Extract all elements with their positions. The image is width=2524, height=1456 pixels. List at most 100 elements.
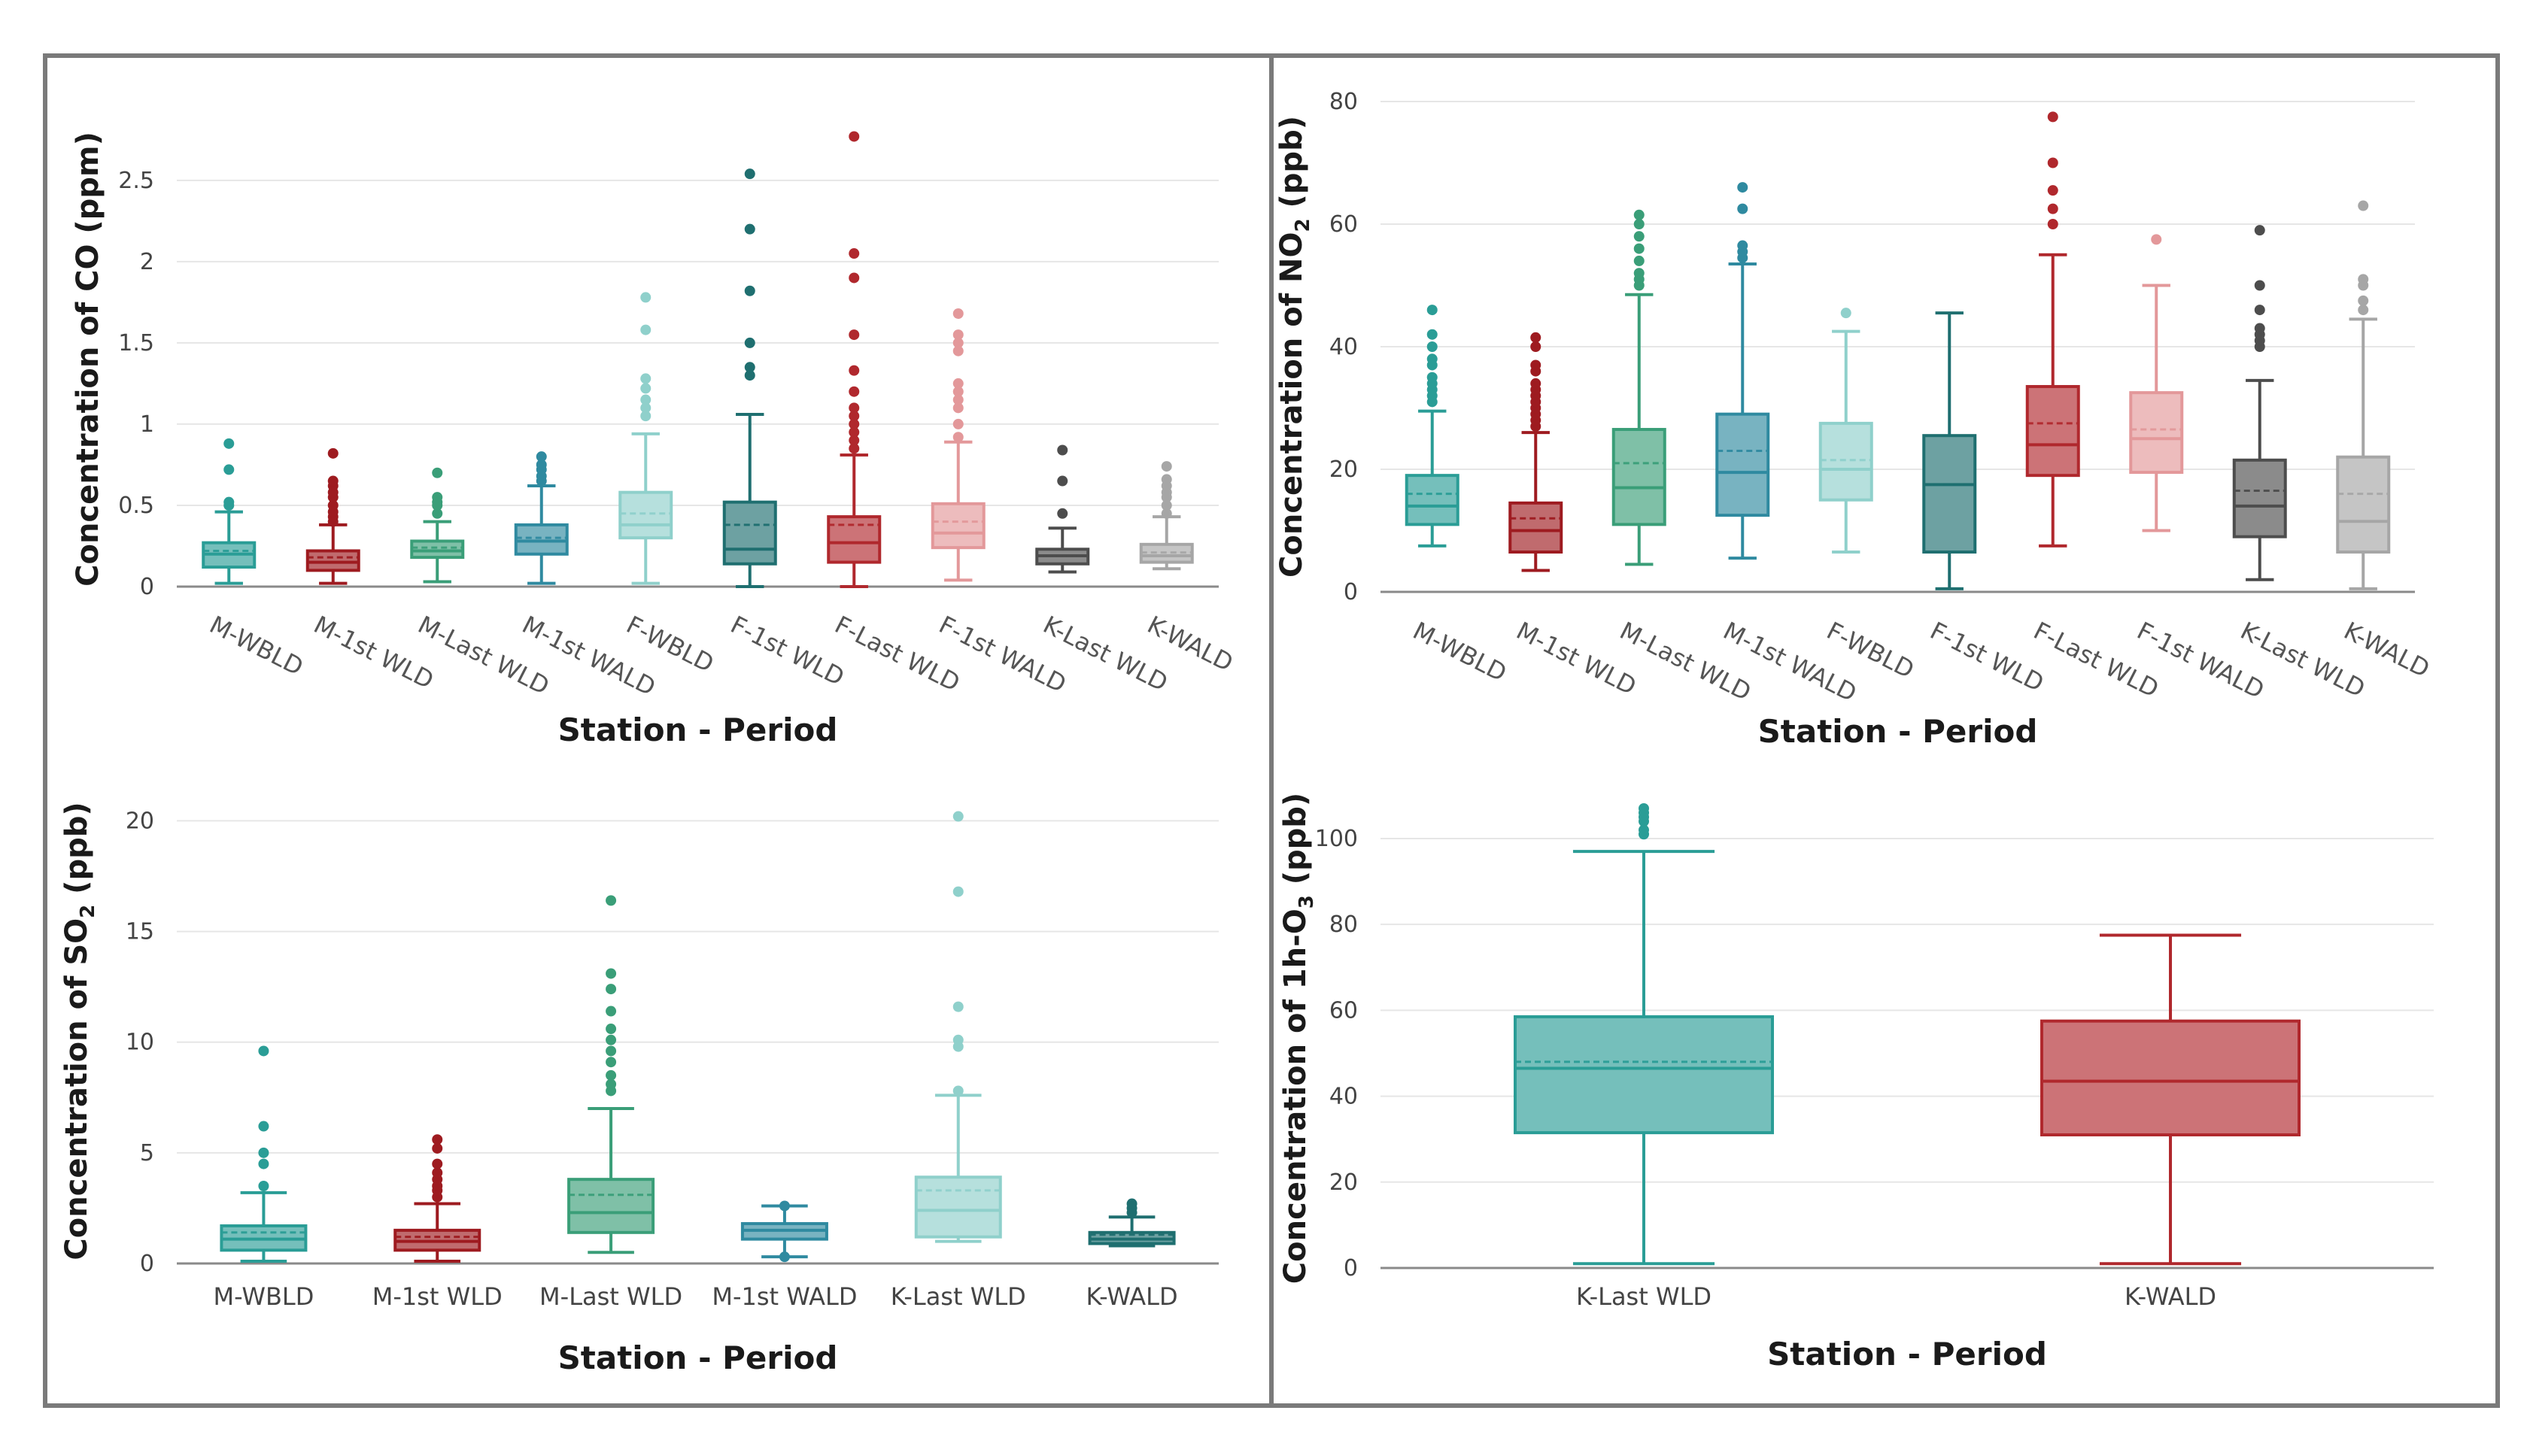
outlier-point	[1530, 378, 1541, 389]
outlier-point	[952, 1085, 964, 1097]
outlier-point	[1633, 209, 1645, 220]
outlier-point	[258, 1045, 269, 1057]
outlier-point	[1633, 219, 1645, 229]
iqr-box	[514, 523, 569, 556]
outlier-point	[2358, 200, 2369, 211]
outlier-point	[1633, 268, 1645, 279]
iqr-box	[2025, 384, 2080, 478]
o3-xtick-label: K-Last WLD	[1576, 1282, 1712, 1311]
co-box-8	[1035, 444, 1090, 574]
outlier-point	[606, 1069, 617, 1081]
so2-ytick-label: 15	[126, 919, 154, 945]
iqr-box	[1818, 421, 1873, 502]
outlier-point	[849, 426, 860, 438]
no2-ytick-label: 60	[1329, 211, 1358, 238]
co-y-axis-title: Concentration of CO (ppm)	[71, 132, 105, 587]
o3-y-title-subscript: 3	[1295, 895, 1318, 908]
co-box-1	[305, 447, 360, 585]
so2-xtick-label: K-WALD	[1086, 1282, 1178, 1311]
outlier-point	[1737, 203, 1748, 214]
outlier-point	[2047, 219, 2058, 229]
co-xtick-label: F-1st WLD	[726, 610, 849, 691]
outlier-point	[1840, 308, 1851, 319]
so2-xtick-label: M-WBLD	[213, 1282, 314, 1311]
outlier-point	[2151, 234, 2162, 245]
no2-x-axis-title: Station - Period	[1758, 713, 2038, 750]
outlier-point	[1426, 372, 1438, 383]
outlier-point	[952, 345, 964, 356]
o3-ytick-label: 60	[1329, 997, 1358, 1024]
co-ytick-label: 1.5	[118, 330, 154, 356]
outlier-point	[1161, 499, 1172, 511]
o3-chart: 0 20 40 60 80 100 K-Last WLD K-WALD Station - Pe…	[1278, 793, 2434, 1373]
outlier-point	[952, 378, 964, 389]
o3-y-axis-title: Concentration of 1h-O3 (ppb)	[1278, 793, 1318, 1284]
outlier-point	[640, 402, 652, 414]
outlier-point	[952, 1034, 964, 1045]
outlier-point	[432, 492, 443, 503]
outlier-point	[2047, 157, 2058, 168]
outlier-point	[849, 131, 860, 142]
outlier-point	[432, 1134, 443, 1145]
so2-ytick-label: 0	[140, 1251, 154, 1277]
o3-y-title-unit: (ppb)	[1278, 793, 1313, 895]
outlier-point	[849, 411, 860, 422]
iqr-box	[2040, 1019, 2301, 1136]
no2-box-2	[1611, 209, 1666, 566]
outlier-point	[1633, 243, 1645, 254]
outlier-point	[952, 329, 964, 341]
o3-ytick-label: 80	[1329, 912, 1358, 938]
outlier-point	[327, 447, 339, 459]
outlier-point	[606, 968, 617, 979]
outlier-point	[2254, 280, 2265, 291]
outlier-point	[536, 451, 547, 463]
co-xtick-label: M-WBLD	[205, 610, 308, 681]
outlier-point	[1057, 475, 1068, 487]
so2-y-title-main: Concentration of SO	[59, 918, 94, 1260]
o3-ytick-label: 100	[1315, 826, 1358, 852]
panel-borders	[43, 53, 2500, 1408]
co-ytick-label: 0	[140, 574, 154, 600]
co-xtick-label: M-1st WLD	[309, 610, 438, 694]
outlier-point	[952, 386, 964, 397]
co-gridlines	[177, 179, 1219, 506]
so2-y-axis-title: Concentration of SO2 (ppb)	[59, 802, 99, 1260]
no2-box-9	[2336, 200, 2391, 590]
so2-xtick-label: M-1st WALD	[712, 1282, 857, 1311]
outlier-point	[1126, 1198, 1137, 1209]
outlier-point	[744, 223, 755, 235]
outlier-point	[849, 365, 860, 376]
outlier-point	[1426, 329, 1438, 340]
outlier-point	[2254, 225, 2265, 236]
outlier-point	[952, 402, 964, 414]
so2-y-title-unit: (ppb)	[59, 802, 94, 904]
iqr-box	[2232, 458, 2287, 538]
iqr-box	[931, 502, 986, 550]
co-box-2	[410, 467, 465, 584]
so2-x-axis-title: Station - Period	[558, 1339, 838, 1376]
outlier-point	[432, 508, 443, 519]
outlier-point	[223, 464, 235, 475]
iqr-box	[827, 515, 882, 564]
outlier-point	[606, 1078, 617, 1090]
outlier-point	[606, 1024, 617, 1035]
outlier-point	[2358, 305, 2369, 316]
co-box-5	[722, 168, 777, 588]
co-box-9	[1139, 461, 1194, 571]
outlier-point	[432, 1167, 443, 1178]
no2-box-6	[2025, 111, 2080, 548]
outlier-point	[1057, 508, 1068, 519]
iqr-box	[1514, 1015, 1774, 1135]
o3-ytick-label: 40	[1329, 1084, 1358, 1110]
right-panel-border	[1269, 53, 2500, 1408]
outlier-point	[1057, 444, 1068, 456]
no2-y-axis-title: Concentration of NO2 (ppb)	[1274, 116, 1314, 578]
outlier-point	[849, 443, 860, 454]
outlier-point	[849, 435, 860, 446]
outlier-point	[849, 248, 860, 259]
iqr-box	[914, 1175, 1002, 1239]
iqr-box	[410, 539, 465, 560]
iqr-box	[1405, 474, 1459, 526]
outlier-point	[536, 459, 547, 470]
